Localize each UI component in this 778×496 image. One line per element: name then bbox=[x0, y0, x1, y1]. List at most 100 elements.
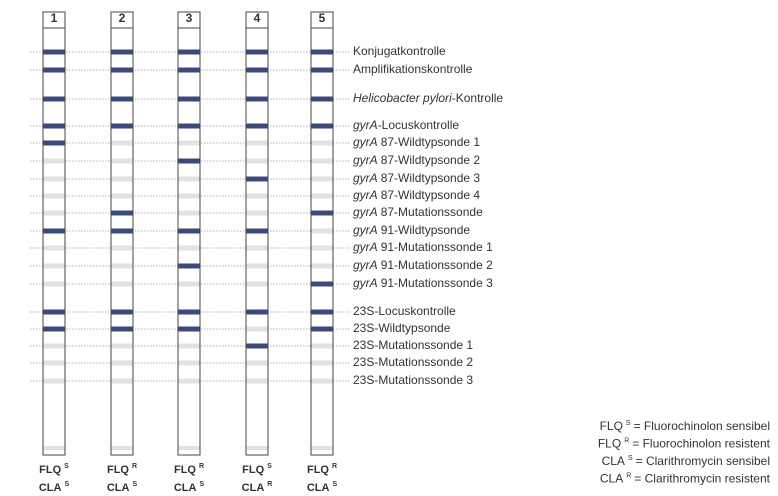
row-label-prefix: gyrA bbox=[353, 276, 378, 290]
band-positive bbox=[112, 68, 133, 73]
band-bottom bbox=[312, 446, 333, 450]
band-negative bbox=[44, 282, 65, 287]
band-negative bbox=[312, 264, 333, 269]
band-negative bbox=[44, 344, 65, 349]
band-negative bbox=[312, 194, 333, 199]
band-positive bbox=[112, 124, 133, 129]
band-positive bbox=[44, 124, 65, 129]
strip-number: 2 bbox=[119, 11, 126, 25]
band-positive bbox=[179, 159, 200, 164]
legend-text: = Clarithromycin sensibel bbox=[636, 454, 770, 468]
legend-sup: S bbox=[628, 455, 633, 462]
row-label-prefix: gyrA bbox=[353, 135, 378, 149]
band-negative bbox=[44, 177, 65, 182]
band-negative bbox=[44, 379, 65, 384]
band-positive bbox=[247, 124, 268, 129]
strip-cla-drug: CLA bbox=[174, 482, 197, 494]
band-negative bbox=[247, 379, 268, 384]
band-negative bbox=[247, 246, 268, 251]
strip-number: 1 bbox=[51, 11, 58, 25]
band-negative bbox=[44, 246, 65, 251]
band-negative bbox=[247, 264, 268, 269]
band-negative bbox=[44, 361, 65, 366]
band-positive bbox=[247, 97, 268, 102]
row-label: 23S-Mutationssonde 3 bbox=[353, 373, 473, 387]
row-label-text: Konjugatkontrolle bbox=[353, 44, 446, 58]
strip-flq-sup: R bbox=[132, 463, 137, 470]
band-negative bbox=[247, 194, 268, 199]
row-label: Helicobacter pylori-Kontrolle bbox=[353, 91, 503, 105]
strip-flq-drug: FLQ bbox=[242, 464, 264, 476]
row-label: 23S-Mutationssonde 2 bbox=[353, 355, 473, 369]
row-label-text: -Locuskontrolle bbox=[378, 118, 460, 132]
band-positive bbox=[312, 327, 333, 332]
band-negative bbox=[179, 361, 200, 366]
band-negative bbox=[179, 194, 200, 199]
band-negative bbox=[112, 361, 133, 366]
row-label-text: 87-Wildtypsonde 2 bbox=[381, 153, 481, 167]
band-positive bbox=[247, 344, 268, 349]
band-negative bbox=[112, 159, 133, 164]
legend-sup: R bbox=[624, 437, 629, 444]
row-label-text: 91-Mutationssonde 3 bbox=[381, 276, 493, 290]
band-negative bbox=[247, 141, 268, 146]
legend-drug: FLQ bbox=[600, 419, 623, 433]
row-label-text: Amplifikationskontrolle bbox=[353, 62, 473, 76]
band-positive bbox=[179, 50, 200, 55]
row-label-prefix: Helicobacter pylori bbox=[353, 91, 452, 105]
strip bbox=[43, 28, 65, 455]
row-label-prefix: gyrA bbox=[353, 188, 378, 202]
row-label: gyrA-Locuskontrolle bbox=[353, 118, 459, 132]
band-negative bbox=[247, 327, 268, 332]
band-positive bbox=[179, 229, 200, 234]
band-negative bbox=[312, 361, 333, 366]
row-label-text: 87-Wildtypsonde 3 bbox=[381, 171, 481, 185]
strip-flq-drug: FLQ bbox=[174, 464, 196, 476]
band-positive bbox=[179, 264, 200, 269]
row-label-text: 87-Wildtypsonde 4 bbox=[381, 188, 481, 202]
band-negative bbox=[112, 141, 133, 146]
strip-cla-sup: S bbox=[132, 481, 137, 488]
band-positive bbox=[179, 97, 200, 102]
band-positive bbox=[112, 50, 133, 55]
row-label-prefix: gyrA bbox=[353, 258, 378, 272]
row-label-prefix: gyrA bbox=[353, 240, 378, 254]
band-positive bbox=[112, 211, 133, 216]
strip-cla-drug: CLA bbox=[307, 482, 330, 494]
legend-sup: R bbox=[626, 472, 631, 479]
band-bottom bbox=[112, 446, 133, 450]
band-negative bbox=[312, 159, 333, 164]
band-positive bbox=[44, 68, 65, 73]
band-positive bbox=[312, 97, 333, 102]
band-negative bbox=[112, 246, 133, 251]
band-negative bbox=[179, 379, 200, 384]
band-positive bbox=[112, 310, 133, 315]
band-bottom bbox=[247, 446, 268, 450]
strip-flq-drug: FLQ bbox=[39, 464, 61, 476]
band-negative bbox=[44, 264, 65, 269]
row-label-prefix: gyrA bbox=[353, 118, 378, 132]
band-negative bbox=[112, 177, 133, 182]
strip-flq-sup: S bbox=[64, 463, 69, 470]
diagram: Konjugatkontrolle Amplifikationskontrolle… bbox=[0, 0, 778, 496]
row-label-prefix: gyrA bbox=[353, 223, 378, 237]
strip-number: 5 bbox=[319, 11, 326, 25]
row-label-text: 23S-Wildtypsonde bbox=[353, 321, 451, 335]
strip bbox=[246, 28, 268, 455]
band-positive bbox=[179, 327, 200, 332]
band-positive bbox=[112, 229, 133, 234]
strip-flq-sup: R bbox=[332, 463, 337, 470]
